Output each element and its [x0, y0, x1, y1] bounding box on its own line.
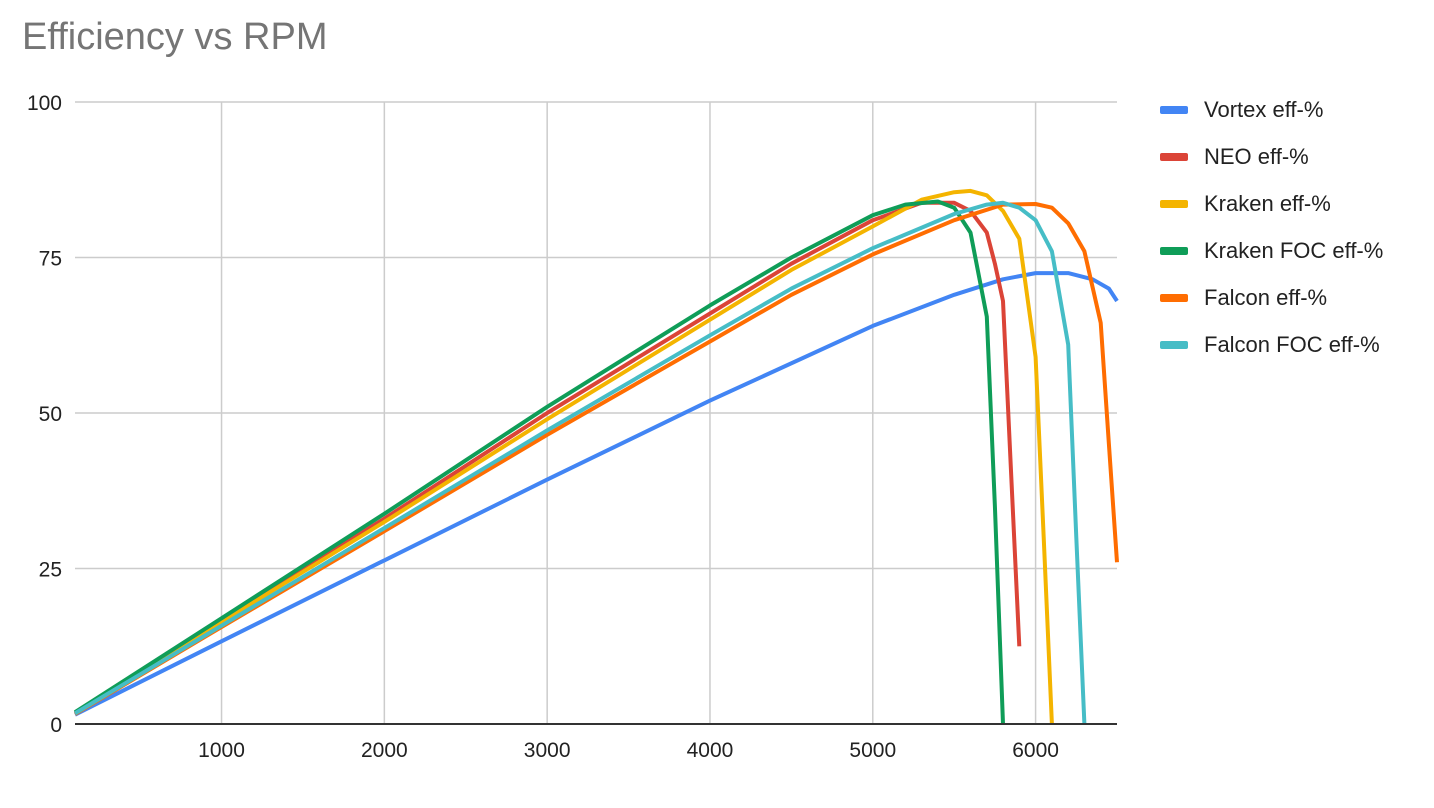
y-tick-label: 25 [39, 559, 62, 582]
legend-item: Kraken FOC eff-% [1160, 227, 1383, 274]
legend-label: Kraken FOC eff-% [1204, 237, 1384, 263]
y-axis-ticks: 0 25 50 75 100 [27, 92, 62, 737]
x-tick-label: 6000 [1012, 739, 1059, 762]
gridlines [75, 101, 1117, 724]
x-tick-label: 5000 [849, 739, 896, 762]
legend: Vortex eff-% NEO eff-% Kraken eff-% Kraken … [1160, 86, 1383, 368]
series-line-3 [73, 199, 1005, 725]
legend-swatch [1160, 246, 1188, 255]
y-tick-label: 75 [39, 248, 62, 271]
series-line-4 [73, 202, 1119, 716]
legend-swatch [1160, 293, 1188, 302]
y-tick-label: 0 [50, 714, 62, 737]
chart-title: Efficiency vs RPM [22, 16, 328, 58]
legend-swatch [1160, 199, 1188, 208]
x-tick-label: 3000 [524, 739, 571, 762]
series-line-0 [74, 271, 1119, 717]
series-line-5 [73, 200, 1087, 725]
x-tick-label: 2000 [361, 739, 408, 762]
y-tick-label: 50 [39, 403, 62, 426]
y-tick-label: 100 [27, 92, 62, 115]
legend-label: Vortex eff-% [1204, 96, 1324, 122]
legend-swatch [1160, 152, 1188, 161]
legend-swatch [1160, 340, 1188, 349]
series-lines [73, 188, 1119, 725]
legend-item: Vortex eff-% [1160, 86, 1383, 133]
x-tick-label: 1000 [198, 739, 245, 762]
legend-label: Falcon eff-% [1204, 284, 1328, 310]
series-line-2 [73, 188, 1054, 725]
legend-item: Kraken eff-% [1160, 180, 1383, 227]
x-axis-ticks: 1000 2000 3000 4000 5000 6000 [198, 739, 1059, 762]
legend-label: NEO eff-% [1204, 143, 1309, 169]
legend-item: NEO eff-% [1160, 133, 1383, 180]
legend-swatch [1160, 105, 1188, 114]
legend-label: Kraken eff-% [1204, 190, 1331, 216]
x-tick-label: 4000 [687, 739, 734, 762]
legend-item: Falcon eff-% [1160, 274, 1383, 321]
legend-item: Falcon FOC eff-% [1160, 321, 1383, 368]
legend-label: Falcon FOC eff-% [1204, 331, 1380, 357]
